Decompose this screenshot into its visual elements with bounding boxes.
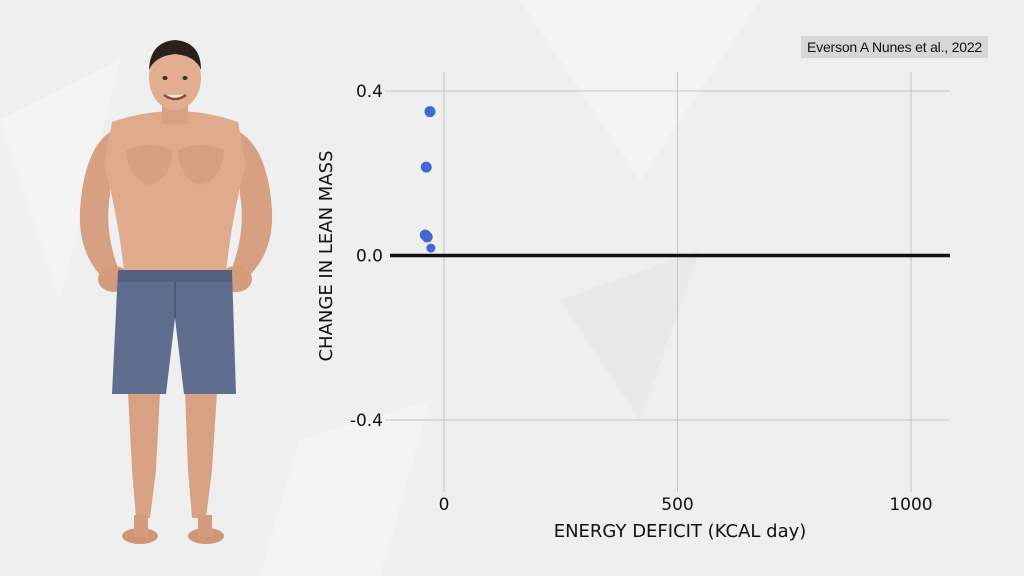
y-axis-title: CHANGE IN LEAN MASS <box>316 150 337 361</box>
background-shape <box>520 0 760 180</box>
y-tick-label: -0.4 <box>350 411 383 431</box>
standing-man-illustration <box>79 40 273 544</box>
data-point <box>426 243 436 253</box>
x-tick-label: 0 <box>439 495 450 515</box>
y-axis-tick-labels: 0.4 0.0 -0.4 <box>350 82 383 431</box>
x-tick-label: 1000 <box>889 495 932 515</box>
vertical-gridlines <box>443 72 912 492</box>
background-shape <box>560 250 700 420</box>
data-points <box>419 106 436 253</box>
background-shape <box>260 400 430 576</box>
citation-label: Everson A Nunes et al., 2022 <box>801 36 988 58</box>
y-tick-label: 0.4 <box>356 82 383 102</box>
data-point <box>420 161 432 173</box>
background-shape <box>0 60 120 300</box>
horizontal-gridlines <box>385 90 950 421</box>
scatter-chart: 0.40.0-0.4 0 500 1000 CHANGE IN LEAN MASS … <box>316 72 950 542</box>
x-axis-title: ENERGY DEFICIT (KCAL day) <box>554 521 807 542</box>
y-tick-label: 0.0 <box>356 247 383 267</box>
data-point <box>421 231 433 243</box>
data-point <box>424 106 436 118</box>
x-tick-label: 500 <box>661 495 693 515</box>
x-axis-tick-labels: 0 500 1000 <box>439 495 933 515</box>
